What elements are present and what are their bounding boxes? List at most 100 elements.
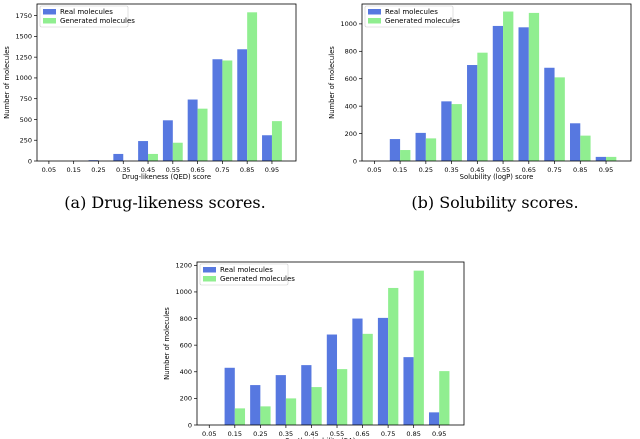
sa-bar-real-0.35 xyxy=(275,375,286,425)
logp-ytick-label: 800 xyxy=(345,48,357,56)
logp-ylabel: Number of molecules xyxy=(328,46,336,119)
qed-bar-real-0.45 xyxy=(138,141,149,161)
qed-xtick-label: 0.05 xyxy=(42,166,56,174)
qed-chart: 0.05 0.15 0.25 0.35 0.45 0.55 0.65 0.75 0.85 0.95… xyxy=(3,3,297,212)
logp-caption: (b) Solubility scores. xyxy=(411,193,578,212)
qed-ytick-label: 1500 xyxy=(15,33,32,41)
sa-ytick-label: 400 xyxy=(180,368,192,376)
logp-legend-label-generated: Generated molecules xyxy=(385,17,460,25)
sa-bar-real-0.15 xyxy=(224,367,235,425)
qed-legend-swatch-real xyxy=(43,9,56,15)
logp-bar-real-0.55 xyxy=(492,25,504,161)
sa-ytick-label: 600 xyxy=(180,341,192,349)
qed-bar-generated-0.55 xyxy=(172,142,183,161)
qed-axes-frame xyxy=(36,3,297,162)
logp-bar-generated-0.35 xyxy=(451,104,462,161)
sa-ytick-label: 800 xyxy=(180,315,192,323)
sa-bar-generated-0.25 xyxy=(260,406,271,425)
sa-bar-generated-0.75 xyxy=(388,287,399,425)
qed-xtick-label: 0.25 xyxy=(91,166,105,174)
qed-bar-generated-0.65 xyxy=(197,108,208,161)
qed-bar-generated-0.85 xyxy=(247,12,258,162)
logp-legend-box xyxy=(364,5,454,28)
logp-bar-generated-0.95 xyxy=(606,156,617,161)
sa-bar-generated-0.85 xyxy=(413,270,424,425)
qed-bar-generated-0.75 xyxy=(222,60,233,161)
logp-bar-generated-0.65 xyxy=(528,12,540,161)
sa-ytick-label: 1200 xyxy=(175,262,192,270)
sa-xtick-label: 0.95 xyxy=(432,430,446,438)
qed-bar-real-0.55 xyxy=(162,120,173,161)
qed-xtick-label: 0.95 xyxy=(265,166,279,174)
qed-ytick-label: 1250 xyxy=(15,53,32,61)
logp-ytick-label: 400 xyxy=(345,102,357,110)
qed-ylabel: Number of molecules xyxy=(3,46,11,119)
logp-xlabel: Solubility (logP) score xyxy=(460,173,534,181)
qed-bar-real-0.25 xyxy=(88,160,99,161)
logp-ytick-label: 1000 xyxy=(340,20,357,28)
sa-bar-generated-0.15 xyxy=(234,408,246,425)
logp-bar-real-0.95 xyxy=(595,156,607,161)
logp-xtick-label: 0.55 xyxy=(496,166,510,174)
sa-ylabel: Number of molecules xyxy=(163,307,171,380)
sa-bar-generated-0.45 xyxy=(311,387,322,425)
logp-xtick-label: 0.65 xyxy=(522,166,536,174)
logp-xtick-label: 0.75 xyxy=(547,166,561,174)
sa-bar-real-0.55 xyxy=(326,334,338,425)
logp-bar-generated-0.25 xyxy=(425,138,437,161)
qed-xtick-label: 0.65 xyxy=(190,166,204,174)
sa-xtick-label: 0.55 xyxy=(330,430,344,438)
sa-bar-generated-0.55 xyxy=(337,369,348,425)
logp-bar-generated-0.75 xyxy=(554,77,565,161)
sa-xtick-label: 0.05 xyxy=(202,430,216,438)
sa-legend-swatch-real xyxy=(203,267,216,273)
sa-ytick-label: 200 xyxy=(180,395,192,403)
logp-bar-generated-0.85 xyxy=(580,135,591,161)
sa-legend-label-real: Real molecules xyxy=(220,266,273,274)
sa-legend-swatch-generated xyxy=(203,276,216,282)
sa-bar-generated-0.35 xyxy=(285,398,297,425)
sa-legend-label-generated: Generated molecules xyxy=(220,275,295,283)
logp-bar-real-0.35 xyxy=(441,101,452,161)
logp-bar-real-0.15 xyxy=(389,139,401,161)
qed-bar-real-0.95 xyxy=(262,135,272,161)
logp-xtick-label: 0.05 xyxy=(367,166,381,174)
logp-ytick-label: 0 xyxy=(353,157,357,165)
sa-bar-real-0.85 xyxy=(403,357,414,425)
sa-bar-real-0.25 xyxy=(250,385,261,425)
qed-bar-real-0.65 xyxy=(187,99,198,161)
qed-bar-real-0.85 xyxy=(237,49,248,161)
logp-bar-real-0.75 xyxy=(544,67,555,161)
sa-chart: 0.05 0.15 0.25 0.35 0.45 0.55 0.65 0.75 0.85 0.95… xyxy=(163,261,465,439)
sa-legend-box xyxy=(199,263,289,286)
sa-xtick-label: 0.25 xyxy=(253,430,267,438)
logp-xtick-label: 0.95 xyxy=(599,166,613,174)
qed-bar-generated-0.95 xyxy=(271,121,282,161)
sa-bar-real-0.95 xyxy=(429,412,440,425)
logp-ytick-label: 200 xyxy=(345,130,357,138)
sa-xtick-label: 0.65 xyxy=(355,430,369,438)
logp-bar-real-0.45 xyxy=(467,65,478,161)
logp-ytick-label: 600 xyxy=(345,75,357,83)
qed-legend-label-real: Real molecules xyxy=(60,8,113,16)
qed-bar-real-0.75 xyxy=(212,59,223,161)
qed-xtick-label: 0.85 xyxy=(240,166,254,174)
qed-bar-real-0.35 xyxy=(113,153,124,161)
sa-bar-generated-0.95 xyxy=(439,371,450,425)
sa-bar-real-0.45 xyxy=(301,365,312,425)
sa-xtick-label: 0.35 xyxy=(279,430,293,438)
qed-legend-swatch-generated xyxy=(43,18,56,24)
logp-bar-generated-0.45 xyxy=(477,52,488,161)
qed-xtick-label: 0.15 xyxy=(66,166,80,174)
sa-xlabel: Synthesizability (SA) score xyxy=(285,437,376,439)
logp-axes-frame xyxy=(361,3,632,162)
qed-ytick-label: 750 xyxy=(20,95,32,103)
logp-xtick-label: 0.15 xyxy=(393,166,407,174)
qed-caption: (a) Drug-likeness scores. xyxy=(64,193,265,212)
logp-legend-label-real: Real molecules xyxy=(385,8,438,16)
logp-xtick-label: 0.85 xyxy=(573,166,587,174)
